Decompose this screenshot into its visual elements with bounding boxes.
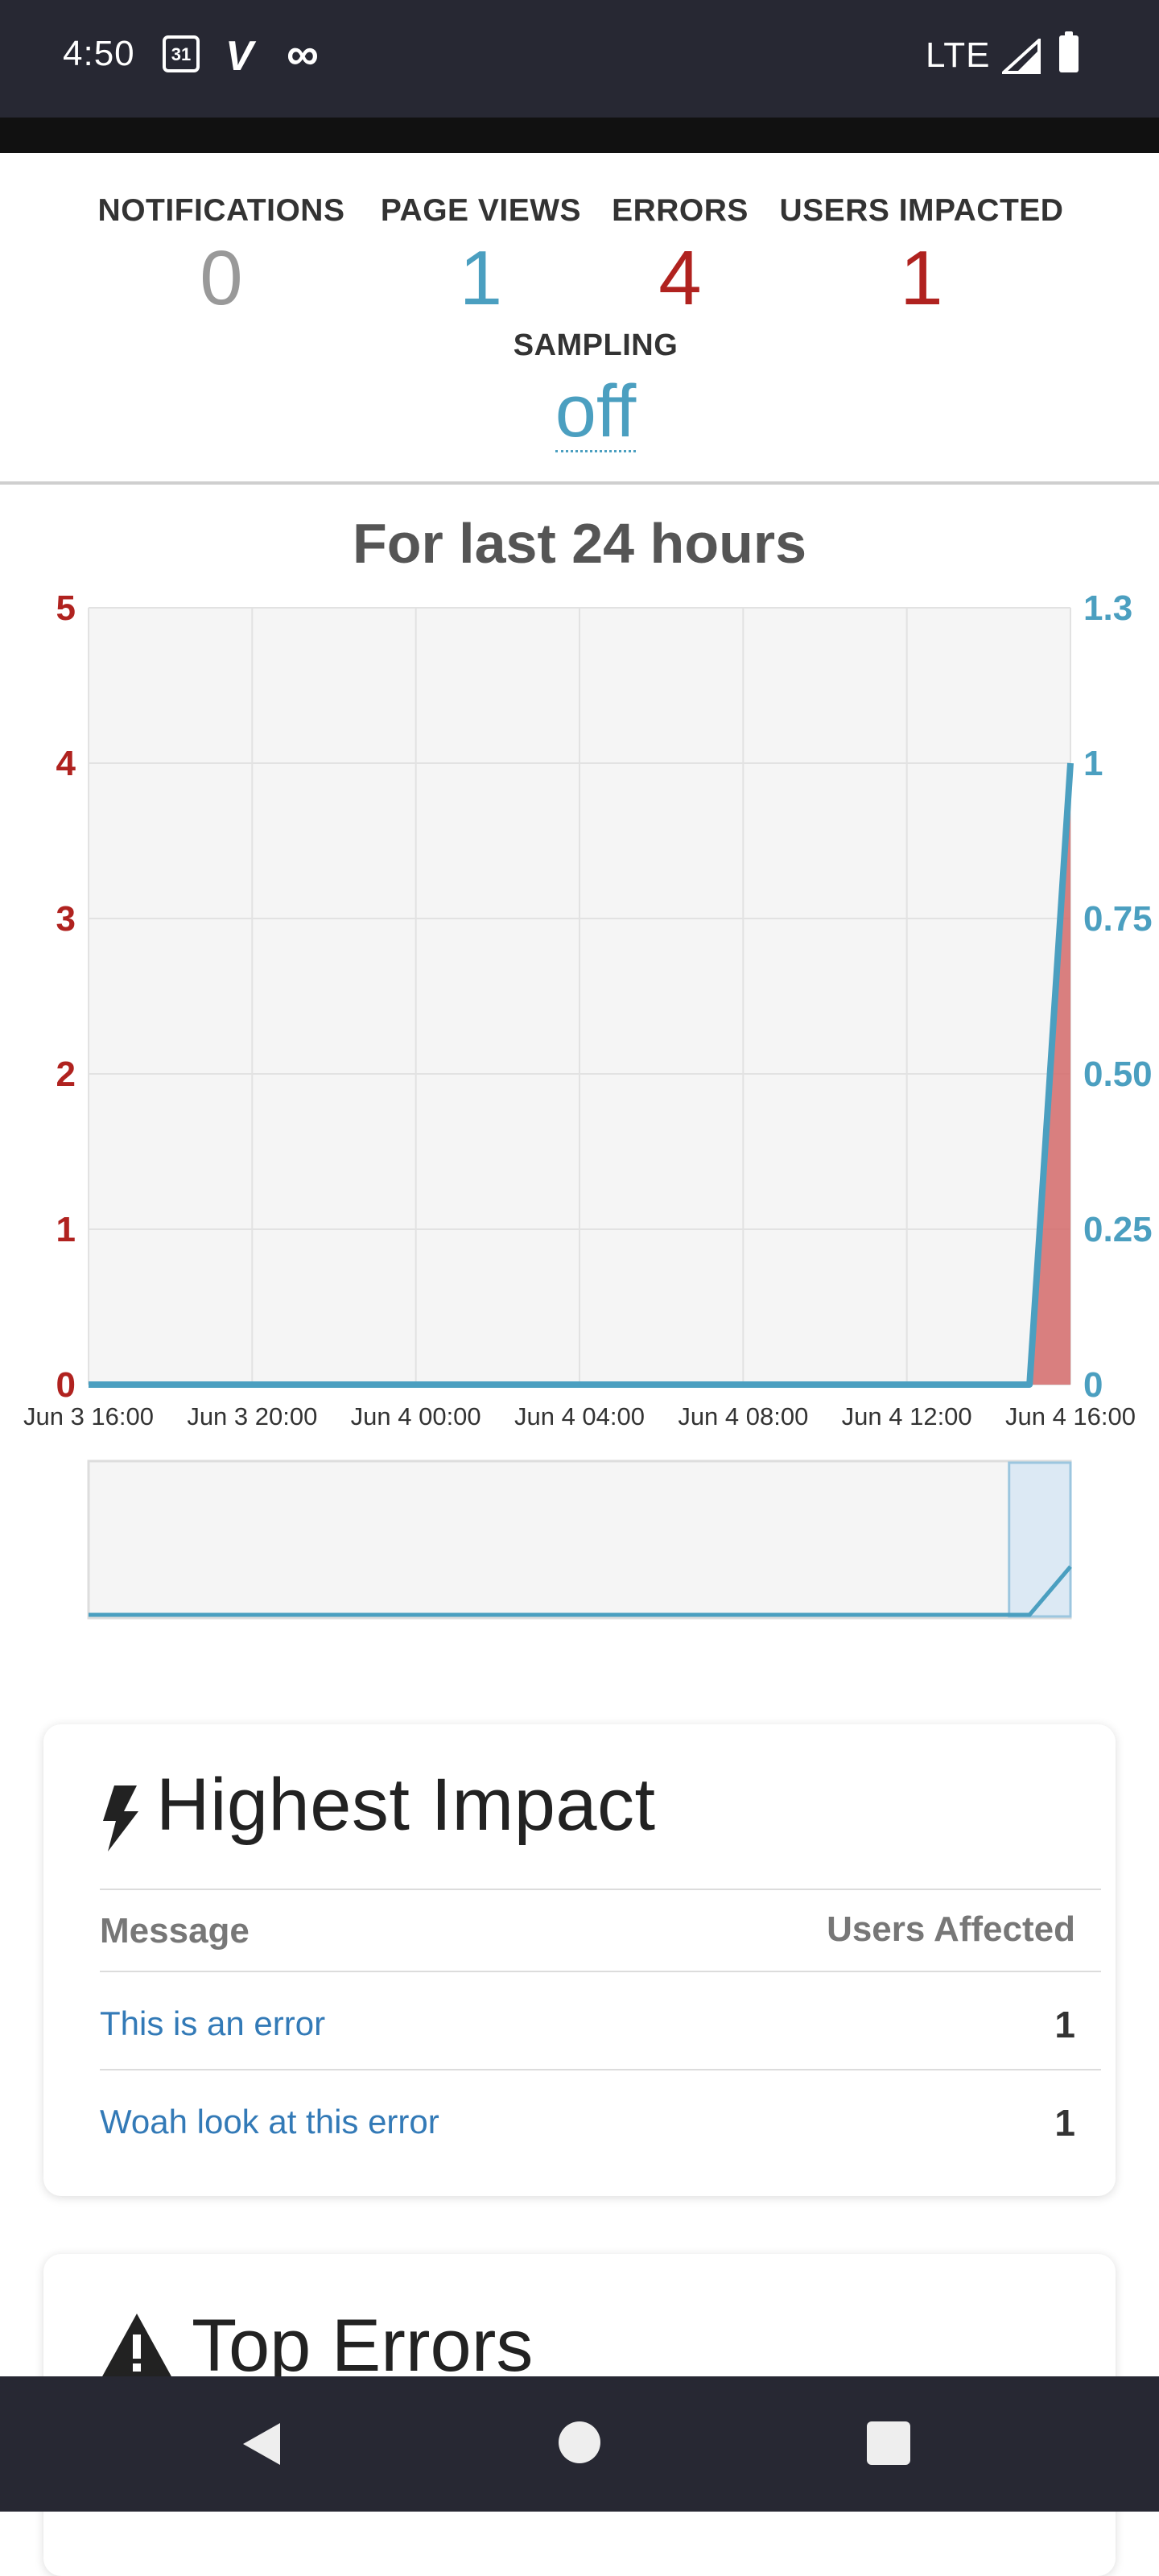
- x-tick-label: Jun 4 00:00: [351, 1402, 481, 1430]
- divider: [0, 481, 1159, 485]
- y-tick-right: 1: [1083, 744, 1103, 783]
- chart-title: For last 24 hours: [352, 512, 807, 575]
- column-header-message: Message: [100, 1911, 250, 1951]
- x-tick-label: Jun 4 12:00: [842, 1402, 972, 1430]
- stat-sampling: SAMPLING off: [459, 328, 732, 452]
- bolt-icon: [103, 1785, 138, 1852]
- stat-value: 1: [900, 235, 943, 321]
- y-tick-left: 3: [56, 899, 76, 939]
- infinity-icon: ∞: [287, 28, 319, 79]
- status-time: 4:50: [63, 34, 135, 73]
- error-link[interactable]: This is an error: [100, 2004, 326, 2042]
- y-tick-right: 0: [1083, 1365, 1103, 1405]
- y-tick-left: 5: [56, 588, 76, 628]
- x-tick-label: Jun 3 20:00: [187, 1402, 317, 1430]
- y-tick-left: 4: [56, 744, 76, 783]
- card-title: Top Errors: [192, 2305, 534, 2387]
- navigator-series: [89, 1565, 1072, 1617]
- y-tick-left: 2: [56, 1055, 76, 1094]
- status-bar: 4:50 31 V ∞ LTE: [0, 0, 1159, 118]
- y-tick-right: 0.50: [1083, 1055, 1153, 1094]
- stat-label: USERS IMPACTED: [779, 193, 1064, 228]
- signal-icon: [1002, 39, 1041, 74]
- stat-page-views: PAGE VIEWS 1: [378, 193, 584, 317]
- card-title: Highest Impact: [156, 1764, 656, 1846]
- y-tick-right: 1.3: [1083, 588, 1132, 628]
- stat-label: ERRORS: [612, 193, 749, 228]
- y-tick-right: 0.75: [1083, 899, 1153, 939]
- x-tick-label: Jun 3 16:00: [23, 1402, 154, 1430]
- users-affected-count: 1: [1054, 2102, 1075, 2144]
- x-tick-label: Jun 4 16:00: [1005, 1402, 1136, 1430]
- back-icon[interactable]: [241, 2421, 282, 2467]
- network-label: LTE: [926, 35, 991, 75]
- system-nav-bar: [0, 2376, 1159, 2512]
- y-tick-left: 0: [56, 1365, 76, 1405]
- divider: [100, 1889, 1101, 1890]
- error-link[interactable]: Woah look at this error: [100, 2103, 439, 2140]
- battery-icon: [1059, 31, 1079, 72]
- stat-users-impacted: USERS IMPACTED 1: [777, 193, 1066, 317]
- x-tick-label: Jun 4 04:00: [514, 1402, 645, 1430]
- recents-icon[interactable]: [867, 2421, 910, 2465]
- warning-icon: [101, 2314, 172, 2378]
- navigator-background: [87, 1459, 1072, 1620]
- stat-value: 1: [459, 235, 503, 321]
- navigator-selection[interactable]: [1008, 1461, 1072, 1618]
- x-tick-label: Jun 4 08:00: [678, 1402, 808, 1430]
- highest-impact-card: Highest Impact Message Users Affected Th…: [43, 1724, 1116, 2196]
- stat-value: 4: [658, 235, 702, 321]
- divider: [100, 1971, 1101, 1972]
- home-icon[interactable]: [559, 2421, 600, 2463]
- column-header-users: Users Affected: [827, 1909, 1075, 1949]
- y-tick-right: 0.25: [1083, 1210, 1153, 1249]
- app-header-strip: [0, 118, 1159, 153]
- vimeo-icon: V: [225, 33, 254, 80]
- stat-label: PAGE VIEWS: [380, 193, 582, 228]
- stat-errors: ERRORS 4: [612, 193, 749, 317]
- page-views-line-series: [89, 762, 1074, 1388]
- stat-notifications: NOTIFICATIONS 0: [93, 193, 350, 317]
- chart[interactable]: 0 1 2 3 4 5 0 0.25 0.50 0.75 1 1.3 Jun 3 16:00 Jun 3 …: [0, 580, 1159, 1626]
- divider: [100, 2069, 1101, 2070]
- stat-label: NOTIFICATIONS: [97, 193, 345, 228]
- stat-label: SAMPLING: [513, 328, 678, 362]
- stat-value: 0: [200, 235, 243, 321]
- sampling-toggle-link[interactable]: off: [555, 370, 637, 452]
- y-tick-left: 1: [56, 1210, 76, 1249]
- users-affected-count: 1: [1054, 2004, 1075, 2046]
- calendar-icon: 31: [163, 35, 200, 72]
